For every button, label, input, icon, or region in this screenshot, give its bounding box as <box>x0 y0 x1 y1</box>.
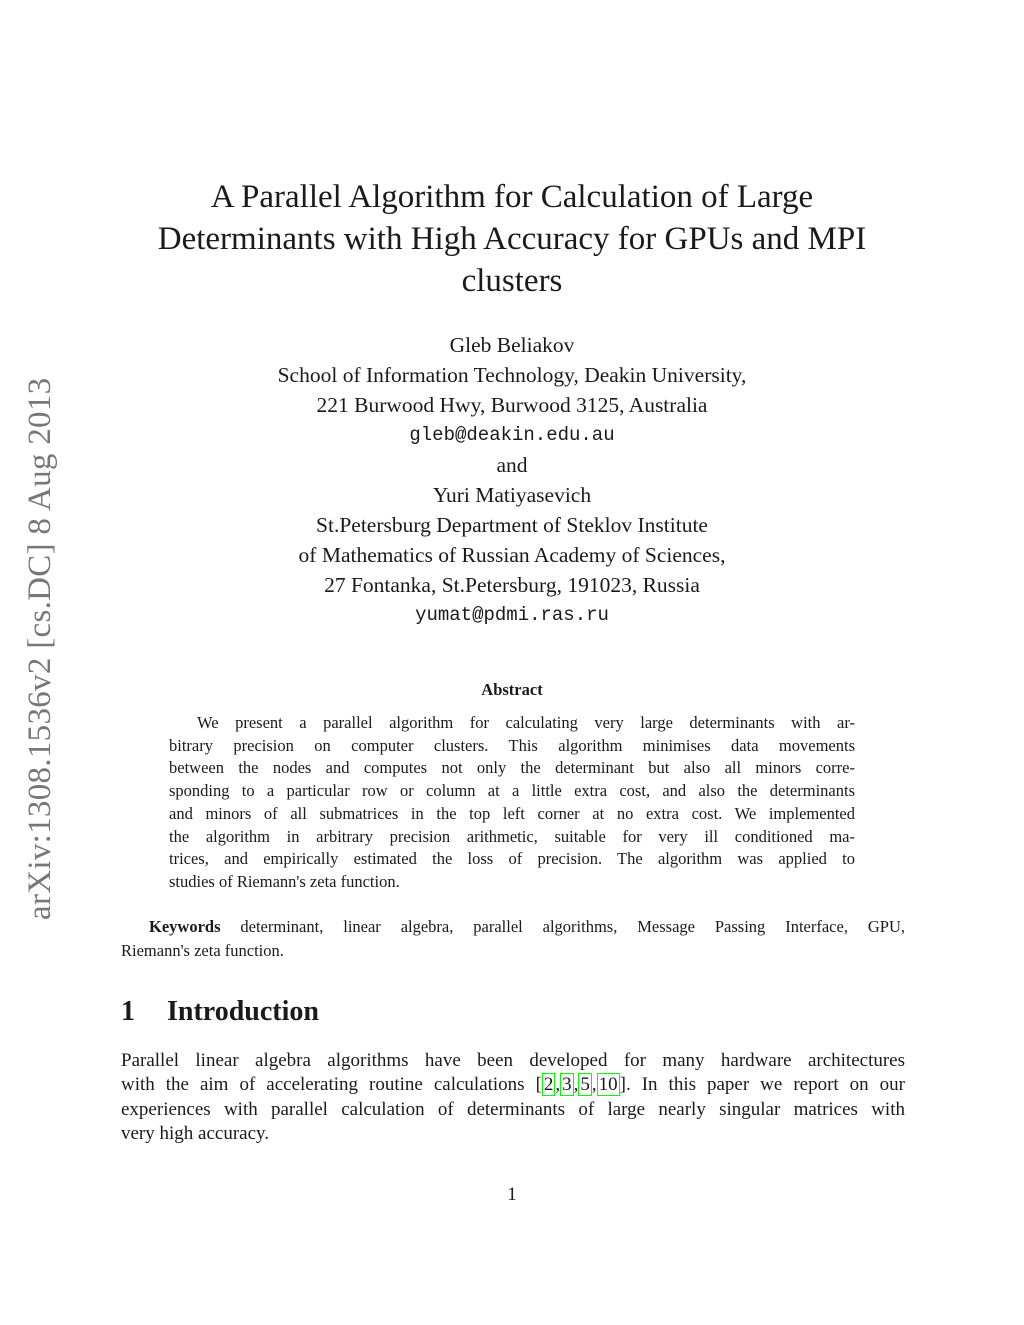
keywords-text: Riemann's zeta function. <box>121 941 284 960</box>
affiliation: St.Petersburg Department of Steklov Inst… <box>316 513 708 537</box>
abstract-line: sponding to a particular row or column a… <box>169 781 855 801</box>
intro-line: Parallel linear algebra algorithms have … <box>121 1050 905 1071</box>
abstract-line: and minors of all submatrices in the top… <box>169 803 855 823</box>
abstract-heading: Abstract <box>481 680 543 699</box>
citation-link[interactable]: 3 <box>560 1073 574 1097</box>
section-heading: 1 Introduction <box>121 996 319 1028</box>
author-email: gleb@deakin.edu.au <box>409 424 615 446</box>
citation-link[interactable]: 10 <box>596 1073 620 1097</box>
title-line: clusters <box>461 263 563 299</box>
affiliation: 221 Burwood Hwy, Burwood 3125, Australia <box>316 393 708 417</box>
author-name: Gleb Beliakov <box>449 333 575 357</box>
citation-link[interactable]: 5 <box>578 1073 592 1097</box>
title-line: Determinants with High Accuracy for GPUs… <box>157 221 867 257</box>
abstract-line: studies of Riemann's zeta function. <box>169 871 400 891</box>
title-line: A Parallel Algorithm for Calculation of … <box>210 179 814 215</box>
affiliation: School of Information Technology, Deakin… <box>277 363 747 387</box>
keywords-text: determinant, linear algebra, parallel al… <box>220 917 905 936</box>
intro-line: very high accuracy. <box>121 1122 270 1144</box>
affiliation: of Mathematics of Russian Academy of Sci… <box>298 543 726 567</box>
abstract-line: trices, and empirically estimated the lo… <box>169 849 855 869</box>
abstract-line: We present a parallel algorithm for calc… <box>197 713 855 732</box>
section-title: Introduction <box>167 996 319 1027</box>
abstract-line: between the nodes and computes not only … <box>169 758 855 778</box>
affiliation: 27 Fontanka, St.Petersburg, 191023, Russ… <box>324 573 700 597</box>
keywords-label: Keywords <box>149 917 221 936</box>
intro-paragraph: Parallel linear algebra algorithms have … <box>121 1049 905 1146</box>
abstract-body: We present a parallel algorithm for calc… <box>169 712 855 894</box>
author-name: Yuri Matiyasevich <box>432 483 592 507</box>
page-number: 1 <box>507 1184 517 1205</box>
abstract-line: bitrary precision on computer clusters. … <box>169 735 855 755</box>
and-text: and <box>496 453 528 477</box>
intro-line: with the aim of accelerating routine cal… <box>121 1073 905 1097</box>
author-block: Gleb Beliakov School of Information Tech… <box>100 330 924 630</box>
author-email: yumat@pdmi.ras.ru <box>415 604 609 626</box>
arxiv-stamp: arXiv:1308.1536v2 [cs.DC] 8 Aug 2013 <box>22 377 58 920</box>
section-number: 1 <box>121 996 135 1027</box>
keywords: Keywords determinant, linear algebra, pa… <box>121 915 905 963</box>
paper-title: A Parallel Algorithm for Calculation of … <box>100 176 924 302</box>
intro-line: experiences with parallel calculation of… <box>121 1098 905 1120</box>
citation-link[interactable]: 2 <box>541 1073 556 1097</box>
abstract-line: the algorithm in arbitrary precision ari… <box>169 826 855 846</box>
